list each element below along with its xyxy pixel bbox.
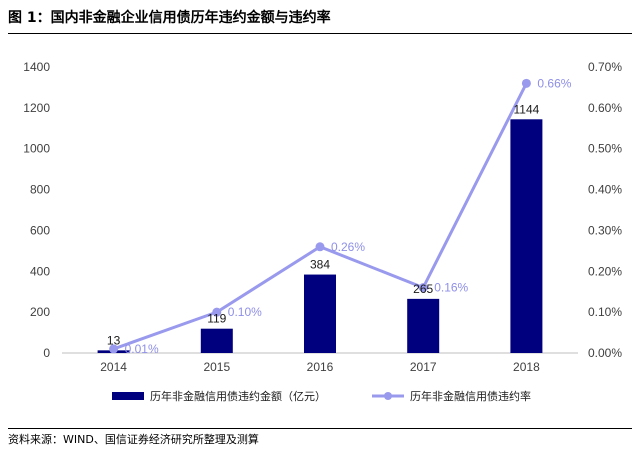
footer-divider [8, 428, 632, 429]
rate-value-label: 0.26% [331, 240, 365, 254]
rate-value-label: 0.10% [228, 305, 262, 319]
right-axis: 0.00% 0.10% 0.20% 0.30% 0.40% 0.50% 0.60% 0.70% [588, 60, 622, 360]
right-tick-label: 0.50% [588, 142, 622, 156]
right-tick-label: 0.40% [588, 183, 622, 197]
right-tick-label: 0.00% [588, 346, 622, 360]
left-tick-label: 0 [43, 346, 50, 360]
right-tick-label: 0.70% [588, 60, 622, 74]
rate-value-label: 0.66% [537, 76, 571, 90]
chart: 0 200 400 600 800 1000 1200 1400 0.00% 0.10% 0.20… [23, 60, 622, 403]
source-note: 资料来源：WIND、国信证券经济研究所整理及测算 [8, 433, 259, 446]
bar [407, 298, 440, 353]
right-tick-label: 0.60% [588, 101, 622, 115]
x-tick-label: 2015 [203, 360, 230, 374]
bar [304, 274, 336, 353]
right-tick-label: 0.30% [588, 223, 622, 237]
legend-line-label: 历年非金融信用债违约率 [410, 389, 531, 403]
left-axis: 0 200 400 600 800 1000 1200 1400 [23, 60, 50, 360]
left-tick-label: 1200 [23, 101, 50, 115]
bar-value-label: 384 [310, 258, 330, 272]
rate-point [212, 307, 222, 317]
left-tick-label: 1400 [23, 60, 50, 74]
bar-value-label: 1144 [513, 102, 539, 116]
x-axis: 2014 2015 2016 2017 2018 [100, 360, 540, 374]
x-tick-label: 2014 [100, 360, 127, 374]
rate-data-labels: 0.01% 0.10% 0.26% 0.16% 0.66% [125, 76, 572, 356]
rate-point [109, 344, 119, 354]
chart-title: 图 1：国内非金融企业信用债历年违约金额与违约率 [8, 10, 331, 26]
rate-point [315, 242, 325, 252]
x-tick-label: 2017 [410, 360, 437, 374]
bar [510, 119, 543, 353]
left-tick-label: 600 [30, 223, 50, 237]
bar-value-label: 119 [207, 312, 226, 326]
rate-line-series [109, 78, 531, 354]
left-tick-label: 200 [30, 305, 50, 319]
legend: 历年非金融信用债违约金额（亿元） 历年非金融信用债违约率 [112, 389, 531, 403]
bar-value-label: 265 [413, 282, 433, 296]
rate-value-label: 0.01% [125, 342, 159, 356]
left-tick-label: 1000 [23, 142, 50, 156]
legend-bar-label: 历年非金融信用债违约金额（亿元） [150, 389, 326, 403]
legend-line-marker [384, 392, 392, 400]
bar [200, 328, 233, 353]
rate-value-label: 0.16% [434, 281, 468, 295]
left-tick-label: 800 [30, 183, 50, 197]
right-tick-label: 0.20% [588, 264, 622, 278]
legend-bar-swatch [112, 392, 144, 400]
rate-point [418, 283, 428, 293]
right-tick-label: 0.10% [588, 305, 622, 319]
x-tick-label: 2018 [513, 360, 540, 374]
left-tick-label: 400 [30, 264, 50, 278]
bar-value-label: 13 [107, 333, 121, 347]
bar-data-labels: 13 119 384 265 1144 [107, 102, 540, 347]
x-tick-label: 2016 [307, 360, 334, 374]
rate-point [521, 78, 531, 88]
title-divider [8, 33, 632, 34]
bar-series [97, 119, 543, 353]
